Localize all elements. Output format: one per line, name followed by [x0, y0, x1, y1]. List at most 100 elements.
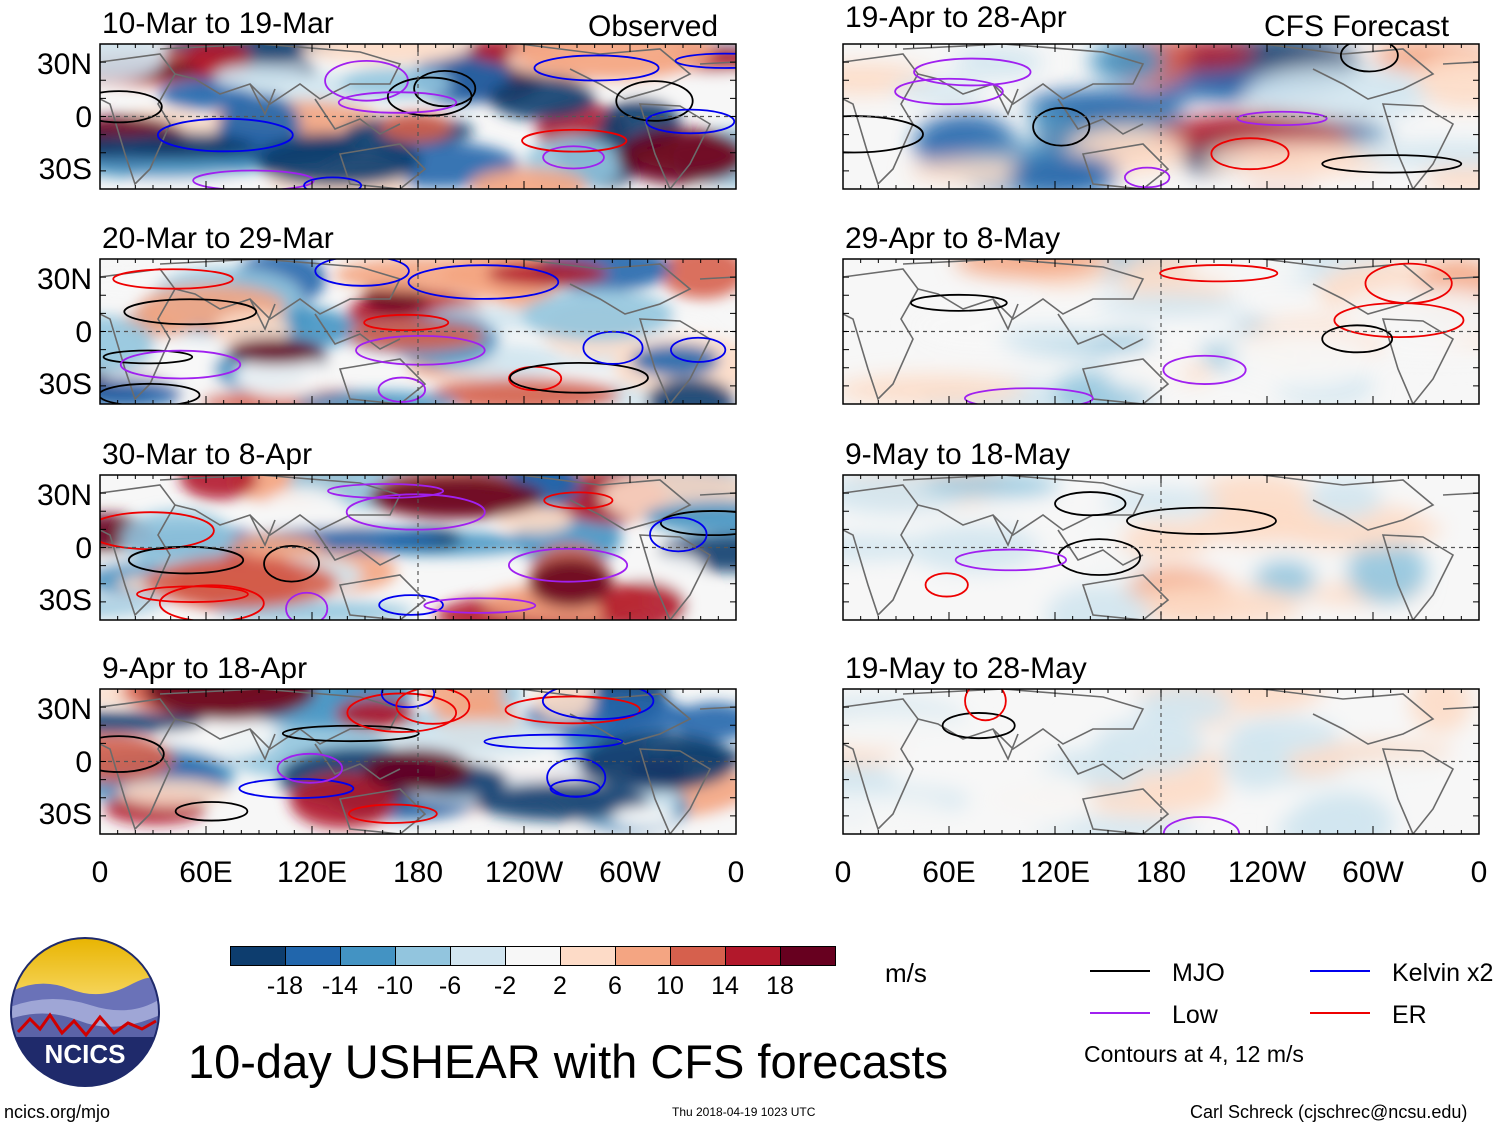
colorbar-tick-label: 2 [553, 972, 567, 1000]
shading-blob [1008, 152, 1119, 189]
contour-line [541, 689, 655, 720]
coastline-path [1081, 143, 1170, 189]
coastline-path [314, 743, 401, 780]
coastline [843, 259, 1479, 404]
contours [100, 52, 736, 189]
column-label-observed: Observed [588, 10, 719, 43]
colorbar-swatch [395, 946, 451, 966]
footer-url[interactable]: ncics.org/mjo [4, 1102, 111, 1122]
axis-ticks [99, 43, 737, 190]
column-label-forecast: CFS Forecast [1264, 10, 1450, 43]
contour-line [285, 591, 329, 620]
coastline-path [519, 44, 692, 100]
coastline-path [249, 728, 276, 761]
contour-line [100, 382, 201, 404]
shading-blob [121, 509, 235, 569]
coastline-path [1057, 313, 1144, 350]
shading-blob [1254, 560, 1316, 597]
contour-line [347, 803, 438, 824]
axis-ticks [99, 258, 737, 405]
shading-blob [423, 689, 504, 720]
coastline-path [314, 313, 401, 350]
contour-line [276, 752, 344, 784]
shading-blob [1278, 747, 1347, 776]
lat-label-2-2: 30S [38, 367, 92, 401]
colorbar-tick-label: -10 [376, 972, 414, 1000]
contour-line [192, 169, 315, 189]
colorbar-unit: m/s [885, 958, 927, 988]
coastline-path [1057, 743, 1144, 780]
colorbar-swatch [285, 946, 341, 966]
shading-blob [469, 167, 588, 189]
legend-er-line [1310, 1012, 1370, 1014]
map-panel-fcst-3 [842, 474, 1480, 621]
ncics-logo: NCICS [10, 937, 160, 1087]
shading-blob [1045, 584, 1151, 620]
shading-blob [380, 112, 452, 142]
coastline-path [638, 534, 712, 620]
lon-label-fcst-4: 120W [1227, 856, 1307, 889]
contours [100, 483, 736, 620]
shading-blob [1354, 142, 1479, 167]
shading-blob [255, 134, 421, 187]
footer-author: Carl Schreck (cjschrec@ncsu.edu) [1190, 1102, 1468, 1122]
contour-line [507, 547, 629, 583]
contour-line [509, 361, 649, 394]
coastline-path [100, 268, 176, 401]
colorbar-tick-label: 14 [711, 972, 739, 1000]
contour-line [542, 145, 605, 170]
contour-line [127, 545, 245, 575]
shading-blob [659, 259, 736, 299]
shading-field [100, 259, 736, 404]
main-title: 10-day USHEAR with CFS forecasts [188, 1035, 949, 1088]
footer-timestamp: Thu 2018-04-19 1023 UTC [672, 1105, 816, 1119]
shading-blob [144, 689, 317, 721]
colorbar-tick-label: 18 [766, 972, 794, 1000]
contour-line [1236, 110, 1328, 127]
shading-blob [1094, 293, 1244, 318]
coastline-path [100, 53, 176, 186]
coastline-path [902, 259, 1145, 321]
lon-label-fcst-0: 0 [834, 856, 852, 889]
coastline [100, 475, 736, 620]
legend-kelvin-label: Kelvin x2 [1392, 959, 1494, 987]
contour-line [238, 777, 355, 799]
shading-blob [999, 326, 1097, 351]
shading-field [843, 689, 1479, 834]
contour-line [158, 584, 265, 620]
coastline-path [1381, 748, 1455, 834]
shading-blob [1195, 475, 1313, 524]
shading-blob [528, 558, 614, 608]
contour-line [1210, 137, 1290, 171]
coastline-path [902, 475, 1145, 537]
lon-label-fcst-5: 60W [1342, 856, 1404, 889]
coastline-path [338, 574, 427, 620]
contour-line [913, 57, 1032, 87]
contour-line [521, 128, 628, 153]
lon-label-obs-5: 60W [599, 856, 661, 889]
lon-label-fcst-2: 120E [1019, 856, 1091, 889]
shading-blob [289, 772, 397, 829]
contour-line [100, 735, 165, 773]
contour-line [174, 801, 249, 822]
shading-blob [521, 289, 675, 342]
panel-title-fcst-1: 19-Apr to 28-Apr [845, 1, 1067, 34]
contour-line [964, 387, 1094, 404]
contour-line [346, 692, 458, 733]
coastline-path [1057, 529, 1144, 566]
colorbar-swatch [505, 946, 561, 966]
shading-blob [1221, 727, 1290, 791]
shading-blob [1105, 352, 1188, 393]
contour-line [1032, 107, 1091, 147]
contour-line [533, 54, 660, 82]
contour-line [924, 572, 969, 598]
colorbar-swatch [230, 946, 286, 966]
coastline-path [100, 698, 176, 831]
shading-blob [922, 475, 1060, 498]
lon-label-obs-3: 180 [392, 856, 444, 889]
shading-field [843, 44, 1479, 189]
lat-label-1-0: 30N [36, 48, 92, 82]
lat-label-2-1: 0 [75, 315, 92, 349]
shading-blob [302, 44, 471, 65]
contour-line [112, 268, 234, 290]
